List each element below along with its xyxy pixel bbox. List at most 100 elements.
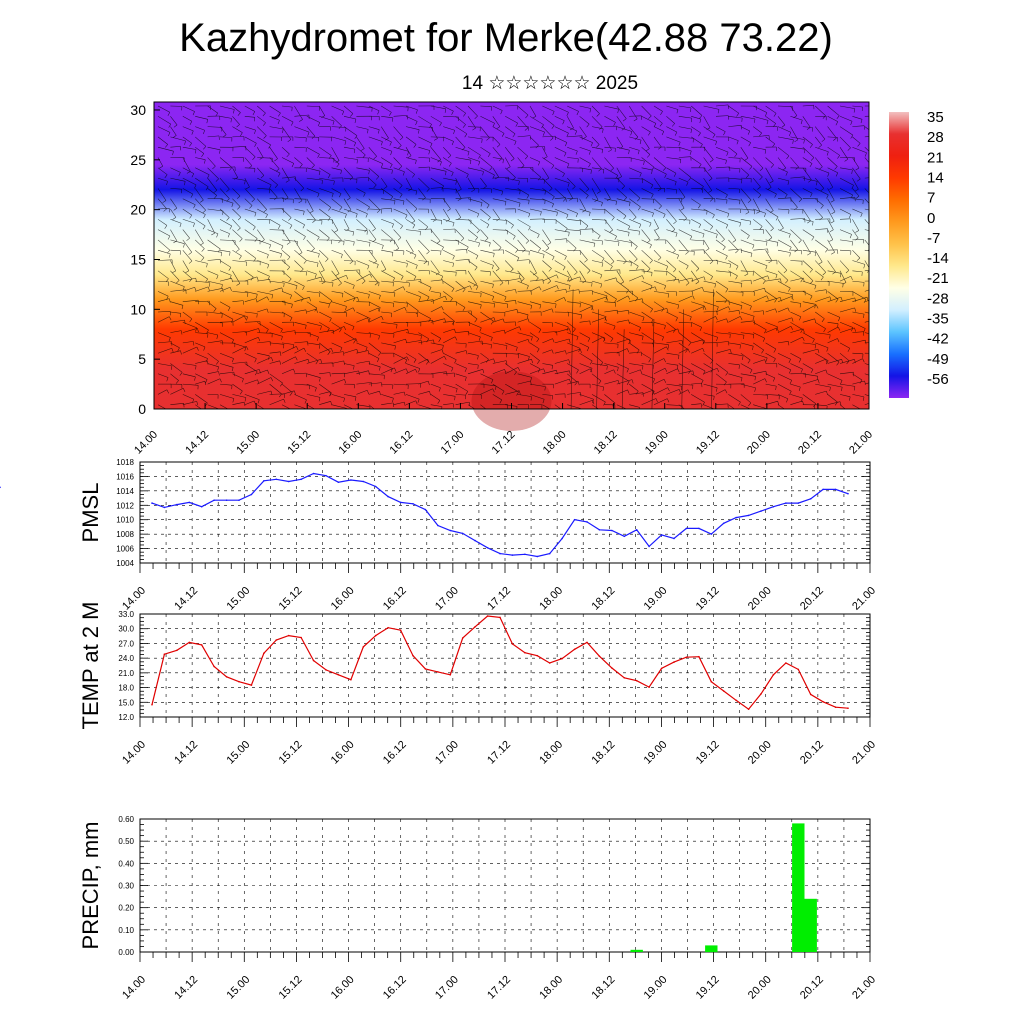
wind-barb: [480, 388, 493, 395]
wind-barb: [839, 116, 853, 122]
wind-barb-flag: [827, 172, 830, 177]
wind-barb: [257, 260, 269, 265]
wind-barb-flag: [798, 386, 801, 391]
wind-barb: [616, 389, 628, 395]
wind-barb: [542, 338, 553, 344]
wind-barb: [269, 311, 285, 314]
wind-barb-flag: [392, 402, 395, 407]
wind-barb: [356, 146, 366, 156]
wind-barb: [244, 352, 257, 359]
wind-barb: [505, 126, 516, 135]
wind-barb: [864, 188, 869, 194]
wind-barb: [554, 116, 565, 121]
wind-barb: [306, 188, 320, 194]
wind-barb-flag: [352, 307, 356, 312]
wind-barb: [728, 260, 739, 267]
wind-barb: [641, 398, 657, 405]
wind-barb: [777, 383, 792, 392]
wind-barb: [356, 219, 368, 230]
wind-barb: [728, 125, 742, 127]
wind-barb: [802, 348, 818, 354]
wind-barb-flag: [251, 198, 255, 203]
wind-barb-flag: [343, 360, 345, 365]
wind-barb-flag: [767, 187, 772, 190]
wind-barb-flag: [851, 327, 854, 332]
wind-barb: [343, 116, 356, 120]
wind-barb-flag: [326, 237, 330, 242]
wind-barb: [529, 167, 541, 178]
wind-barb-flag: [207, 174, 210, 179]
wind-barb-flag: [319, 377, 321, 382]
wind-barb: [666, 126, 678, 133]
wind-barb-flag: [709, 260, 714, 265]
wind-barb: [207, 177, 218, 191]
wind-barb-flag: [536, 348, 540, 353]
wind-barb-flag: [239, 390, 243, 395]
wind-barb: [740, 373, 756, 377]
wind-barb: [294, 309, 306, 313]
wind-barb: [505, 390, 520, 395]
wind-barb-flag: [744, 157, 749, 161]
data-point: [660, 667, 663, 670]
wind-barb-flag: [378, 366, 381, 371]
data-point: [598, 529, 601, 531]
wind-barb: [505, 367, 519, 375]
wind-barb-flag: [739, 344, 741, 349]
data-point: [561, 657, 563, 660]
wind-barb: [579, 332, 591, 339]
wind-barb-flag: [320, 277, 323, 282]
wind-barb: [294, 341, 308, 344]
wind-barb: [827, 219, 834, 230]
wind-barb: [554, 238, 567, 241]
wind-barb-flag: [268, 144, 271, 149]
wind-barb: [715, 188, 728, 195]
wind-barb: [505, 105, 518, 107]
wind-barb-flag: [611, 217, 615, 221]
wind-barb-flag: [744, 273, 749, 276]
wind-barb: [852, 358, 863, 364]
wind-barb-flag: [495, 268, 500, 272]
wind-barb: [492, 147, 503, 159]
data-point: [611, 529, 613, 532]
wind-barb-flag: [340, 347, 343, 352]
wind-barb: [443, 372, 455, 375]
wind-barb: [653, 105, 663, 112]
data-point: [350, 479, 352, 481]
wind-barb: [666, 239, 676, 251]
wind-barb: [740, 301, 752, 307]
wind-barb-flag: [661, 131, 665, 136]
wind-barb: [777, 116, 786, 126]
wind-barb: [182, 270, 193, 279]
wind-barb-flag: [847, 348, 851, 352]
wind-barb: [790, 116, 803, 121]
wind-barb: [492, 157, 504, 160]
colorbar-label: -42: [927, 331, 949, 348]
wind-barb-flag: [173, 124, 178, 128]
wind-barb: [752, 198, 761, 212]
wind-barb-flag: [229, 167, 233, 171]
wind-barb-flag: [569, 198, 573, 201]
data-point: [735, 699, 737, 702]
wind-barb: [777, 136, 794, 141]
wind-barb: [505, 363, 517, 373]
wind-barb: [443, 291, 453, 299]
wind-barb-flag: [237, 227, 241, 231]
wind-barb: [753, 322, 767, 330]
wind-barb-flag: [809, 144, 813, 148]
data-point: [573, 518, 576, 521]
wind-barb: [219, 249, 231, 253]
wind-barb: [331, 372, 345, 375]
data-point: [648, 545, 650, 548]
wind-barb: [368, 177, 377, 186]
wind-barb: [740, 219, 751, 222]
wind-barb: [269, 342, 284, 345]
wind-barb: [170, 350, 181, 354]
wind-barb: [207, 239, 221, 250]
x-tick-label: 17.00: [433, 739, 461, 767]
wind-barb: [331, 291, 344, 294]
wind-barb: [182, 219, 195, 224]
data-point: [809, 693, 812, 696]
wind-barb: [281, 390, 295, 395]
wind-barb: [319, 208, 331, 218]
